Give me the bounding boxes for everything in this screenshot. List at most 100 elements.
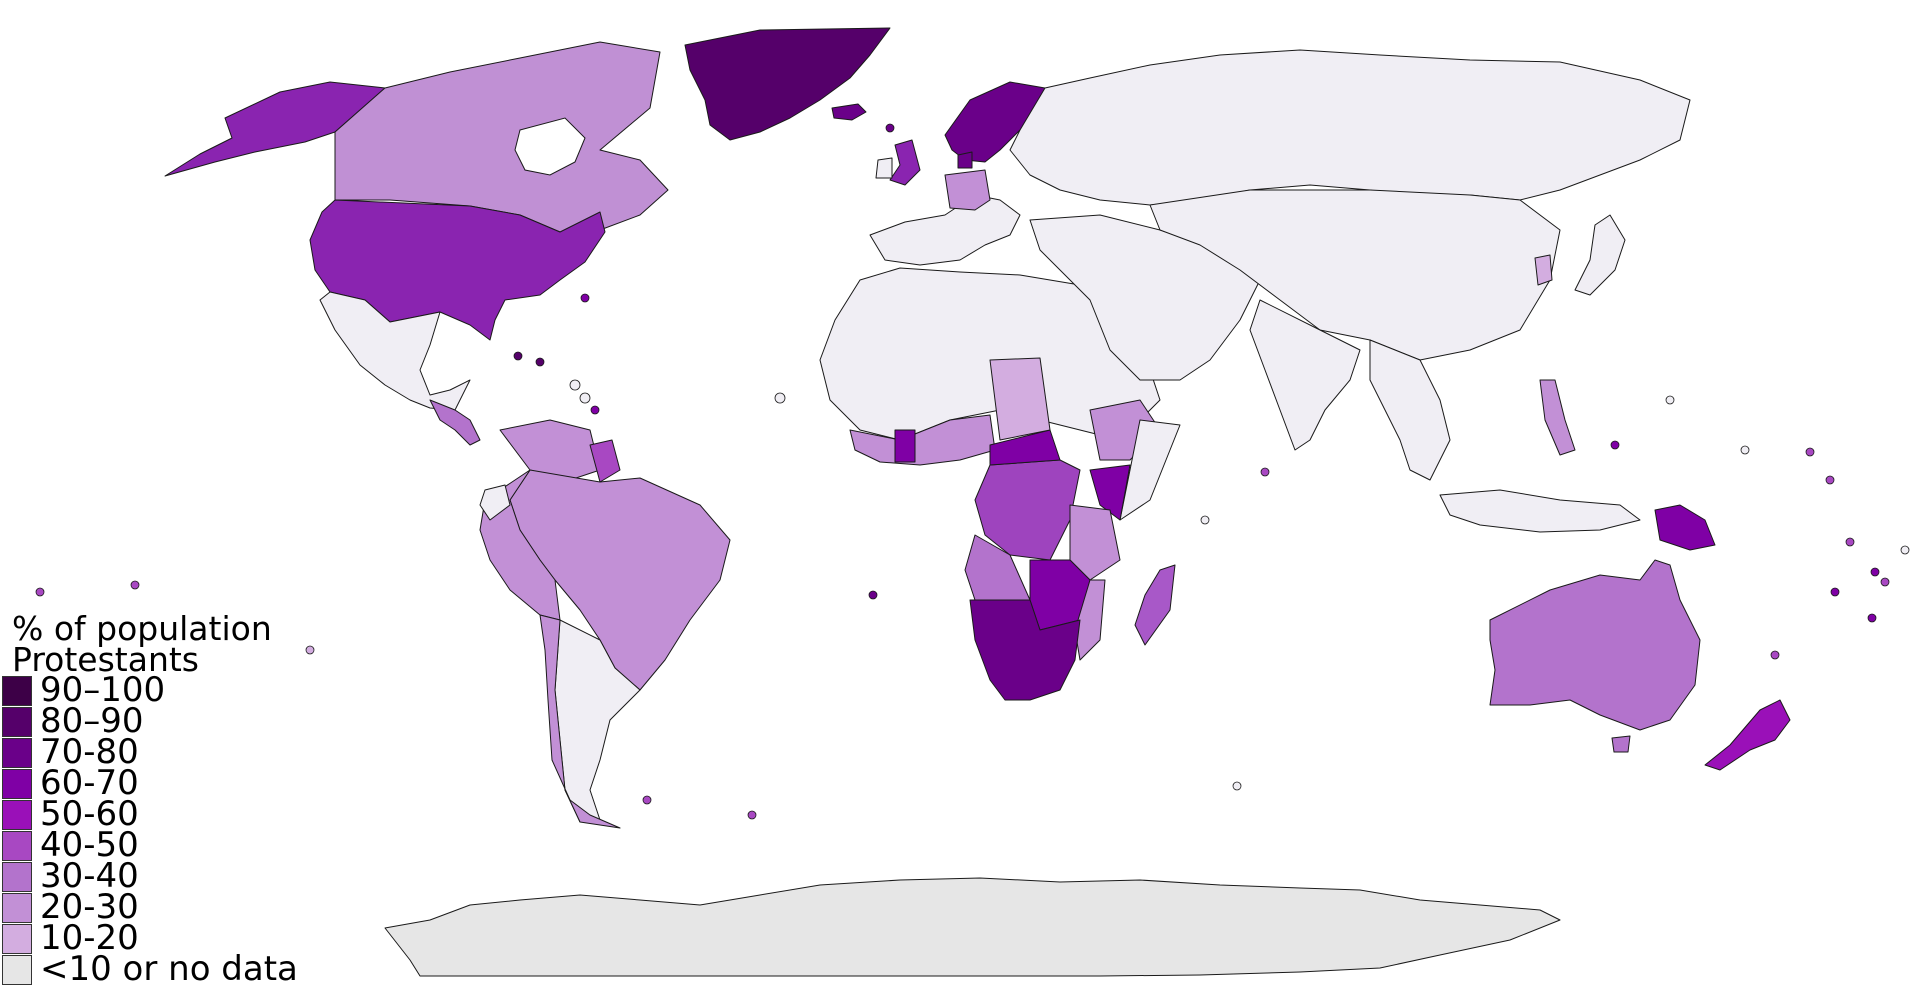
- central-african-republic[interactable]: [989, 429, 1061, 466]
- mauritius-island[interactable]: [1200, 515, 1210, 525]
- pacific-island[interactable]: [1830, 587, 1840, 597]
- united-states[interactable]: [309, 199, 606, 341]
- pacific-island[interactable]: [1805, 447, 1815, 457]
- legend-label: <10 or no data: [40, 949, 298, 989]
- legend-row: 70-80: [2, 732, 298, 772]
- australia[interactable]: [1489, 559, 1701, 731]
- central-america[interactable]: [429, 399, 481, 446]
- legend-label: 80–90: [40, 701, 144, 741]
- falkland-island[interactable]: [642, 795, 652, 805]
- guyana[interactable]: [589, 439, 621, 483]
- canada[interactable]: [334, 41, 669, 233]
- legend-swatch: [2, 954, 32, 985]
- caribbean-island[interactable]: [569, 379, 581, 391]
- legend-row: 30-40: [2, 856, 298, 896]
- south-georgia-island[interactable]: [747, 810, 757, 820]
- caribbean-island[interactable]: [535, 357, 545, 367]
- pacific-island[interactable]: [1610, 440, 1620, 450]
- north-africa[interactable]: [819, 267, 1161, 441]
- legend-label: 30-40: [40, 856, 139, 896]
- united-kingdom[interactable]: [889, 139, 921, 186]
- ireland[interactable]: [875, 157, 893, 179]
- iceland[interactable]: [831, 103, 867, 121]
- pacific-island[interactable]: [1900, 545, 1910, 555]
- legend-label: 60-70: [40, 763, 139, 803]
- greenland[interactable]: [684, 27, 891, 141]
- legend-swatch: [2, 737, 32, 768]
- st-helena-island[interactable]: [868, 590, 878, 600]
- hawaii-island[interactable]: [35, 587, 45, 597]
- pacific-island[interactable]: [1770, 650, 1780, 660]
- caribbean-island[interactable]: [590, 405, 600, 415]
- pacific-island[interactable]: [1867, 613, 1877, 623]
- india[interactable]: [1249, 299, 1361, 451]
- cape-verde-island[interactable]: [774, 392, 786, 404]
- kenya[interactable]: [1089, 464, 1131, 521]
- legend-label: 50-60: [40, 794, 139, 834]
- southeast-asia[interactable]: [1369, 339, 1451, 481]
- pacific-island[interactable]: [1870, 567, 1880, 577]
- legend-row: <10 or no data: [2, 949, 298, 989]
- legend-label: 20-30: [40, 887, 139, 927]
- venezuela[interactable]: [499, 419, 601, 481]
- legend-row: 80–90: [2, 701, 298, 741]
- japan[interactable]: [1574, 214, 1626, 296]
- antarctica[interactable]: [384, 877, 1561, 977]
- caribbean-island[interactable]: [579, 392, 591, 404]
- legend-label: 40-50: [40, 825, 139, 865]
- china-central-asia[interactable]: [1149, 189, 1561, 361]
- papua-new-guinea[interactable]: [1654, 504, 1716, 551]
- legend-row: 50-60: [2, 794, 298, 834]
- legend-row: 90–100: [2, 673, 298, 707]
- legend-swatch: [2, 799, 32, 830]
- south-korea[interactable]: [1534, 254, 1553, 286]
- pacific-island[interactable]: [1740, 445, 1750, 455]
- pacific-island[interactable]: [1845, 537, 1855, 547]
- pacific-island[interactable]: [1665, 395, 1675, 405]
- legend-swatch: [2, 830, 32, 861]
- chile[interactable]: [539, 614, 621, 829]
- legend-title-line1: % of population: [12, 609, 272, 648]
- somalia[interactable]: [1119, 419, 1181, 521]
- legend-swatch: [2, 706, 32, 737]
- indonesia[interactable]: [1439, 489, 1641, 533]
- tanzania[interactable]: [1069, 504, 1121, 581]
- pacific-island[interactable]: [130, 580, 140, 590]
- legend-row: 60-70: [2, 763, 298, 803]
- alaska[interactable]: [164, 81, 386, 177]
- legend-row: 10-20: [2, 918, 298, 958]
- legend-label: 70-80: [40, 732, 139, 772]
- mexico[interactable]: [319, 291, 471, 411]
- pacific-island[interactable]: [1825, 475, 1835, 485]
- legend-label: 10-20: [40, 918, 139, 958]
- legend-swatch: [2, 892, 32, 923]
- west-africa[interactable]: [849, 414, 996, 466]
- svalbard-island[interactable]: [885, 123, 895, 133]
- legend-rows: 90–100 80–90 70-80 60-70 50-60 40-50 30-…: [2, 673, 298, 989]
- legend-swatch: [2, 923, 32, 954]
- tasmania[interactable]: [1611, 735, 1631, 753]
- philippines[interactable]: [1539, 379, 1576, 456]
- ecuador[interactable]: [479, 484, 511, 521]
- seychelles-island[interactable]: [1260, 467, 1270, 477]
- legend-title-line2: Protestants: [12, 640, 199, 679]
- kerguelen-island[interactable]: [1232, 781, 1242, 791]
- southern-africa[interactable]: [969, 599, 1081, 701]
- ghana[interactable]: [894, 429, 916, 463]
- russia[interactable]: [1009, 49, 1691, 206]
- germany[interactable]: [944, 169, 991, 211]
- pacific-island[interactable]: [1880, 577, 1890, 587]
- hudson-bay: [514, 117, 586, 176]
- pacific-island[interactable]: [305, 645, 315, 655]
- western-europe[interactable]: [869, 194, 1021, 266]
- legend-swatch: [2, 861, 32, 892]
- legend-swatch: [2, 675, 32, 706]
- new-zealand[interactable]: [1704, 699, 1791, 771]
- denmark[interactable]: [957, 151, 973, 169]
- legend-row: 20-30: [2, 887, 298, 927]
- madagascar[interactable]: [1134, 564, 1176, 646]
- bermuda-island[interactable]: [580, 293, 590, 303]
- caribbean-island[interactable]: [513, 351, 523, 361]
- sudan[interactable]: [989, 357, 1051, 441]
